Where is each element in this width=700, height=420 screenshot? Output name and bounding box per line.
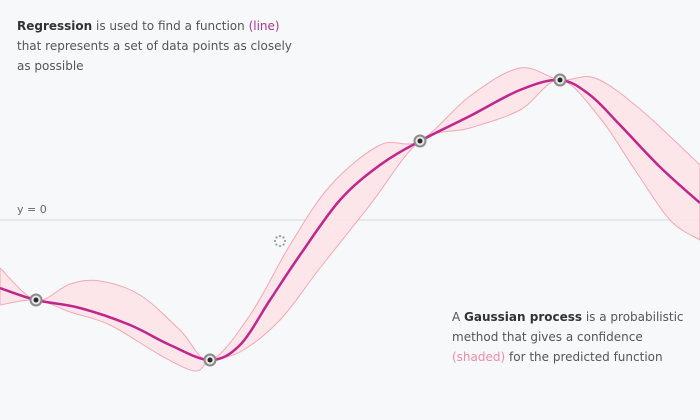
regression-caption: Regression is used to find a function (l… (17, 16, 302, 76)
spinner-dot (278, 234, 282, 238)
spinner-dot (282, 236, 285, 239)
zero-line-label: y = 0 (17, 203, 47, 216)
gaussian-term: Gaussian process (464, 310, 583, 324)
data-points (29, 73, 567, 367)
gaussian-text-2: for the predicted function (505, 350, 663, 364)
spinner-dot (275, 243, 278, 246)
regression-line (0, 78, 700, 362)
spinner-dot (273, 239, 277, 243)
data-point (203, 353, 217, 367)
data-point (553, 73, 567, 87)
gaussian-caption: A Gaussian process is a probabilistic me… (452, 307, 697, 367)
regression-text-1: is used to find a function (92, 19, 249, 33)
data-point (29, 293, 43, 307)
spinner-dot (275, 236, 278, 239)
spinner-dot (283, 239, 287, 243)
spinner-dot (282, 243, 285, 246)
regression-term: Regression (17, 19, 93, 33)
shaded-keyword: (shaded) (452, 350, 506, 364)
spinner-icon (273, 234, 287, 248)
regression-text-2: that represents a set of data points as … (17, 39, 292, 73)
gaussian-pre: A (452, 310, 465, 324)
data-point (413, 134, 427, 148)
gaussian-text-1: is a probabilistic method that gives a c… (452, 310, 684, 344)
line-keyword: (line) (248, 19, 280, 33)
spinner-dot (278, 244, 282, 248)
